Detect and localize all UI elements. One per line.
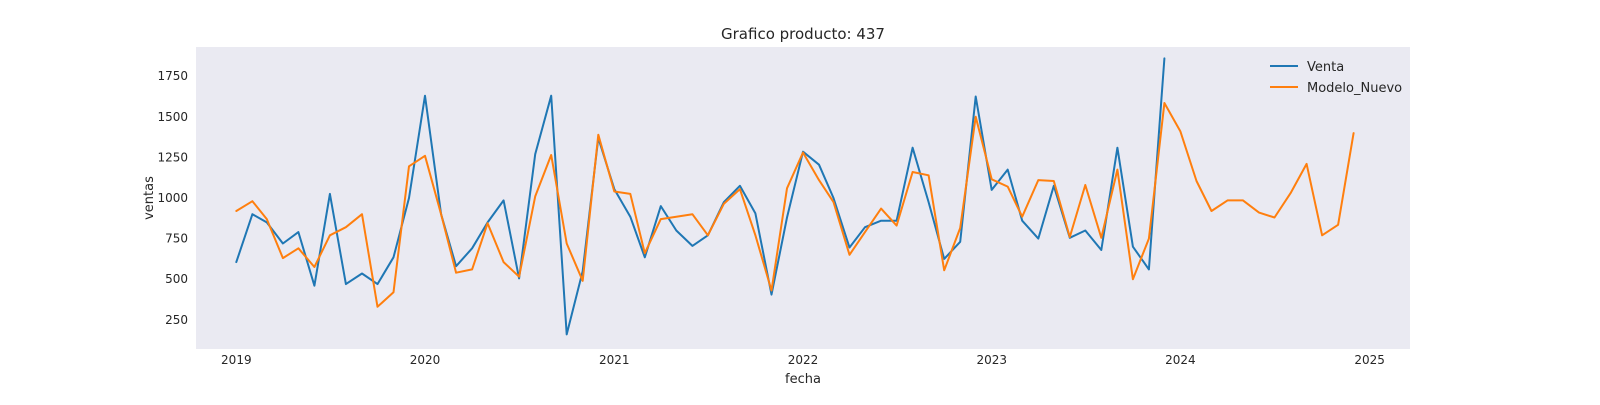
y-tick-label: 750 bbox=[165, 232, 188, 246]
y-tick-label: 1500 bbox=[157, 110, 188, 124]
y-tick-label: 250 bbox=[165, 313, 188, 327]
x-tick-label: 2019 bbox=[221, 353, 252, 367]
x-tick-label: 2025 bbox=[1354, 353, 1385, 367]
x-tick-label: 2020 bbox=[410, 353, 441, 367]
y-tick-label: 1000 bbox=[157, 191, 188, 205]
y-axis-label: ventas bbox=[142, 176, 157, 220]
legend-label: Modelo_Nuevo bbox=[1307, 81, 1402, 96]
y-tick-label: 1750 bbox=[157, 69, 188, 83]
x-axis-label: fecha bbox=[785, 372, 821, 387]
series-line-venta bbox=[235, 57, 1166, 336]
y-axis: 250 500 750 1000 1250 1500 1750 bbox=[157, 69, 188, 327]
chart-title: Grafico producto: 437 bbox=[721, 25, 885, 43]
x-tick-label: 2024 bbox=[1165, 353, 1196, 367]
x-tick-label: 2021 bbox=[599, 353, 630, 367]
x-axis: 2019 2020 2021 2022 2023 2024 2025 bbox=[221, 353, 1385, 367]
x-tick-label: 2023 bbox=[976, 353, 1007, 367]
series-layer bbox=[235, 57, 1355, 336]
y-tick-label: 500 bbox=[165, 272, 188, 286]
legend-label: Venta bbox=[1307, 60, 1344, 75]
plot-area bbox=[196, 47, 1410, 349]
x-tick-label: 2022 bbox=[788, 353, 819, 367]
y-tick-label: 1250 bbox=[157, 150, 188, 164]
legend: Venta Modelo_Nuevo bbox=[1270, 60, 1402, 96]
series-line-modelo-nuevo bbox=[235, 102, 1355, 308]
